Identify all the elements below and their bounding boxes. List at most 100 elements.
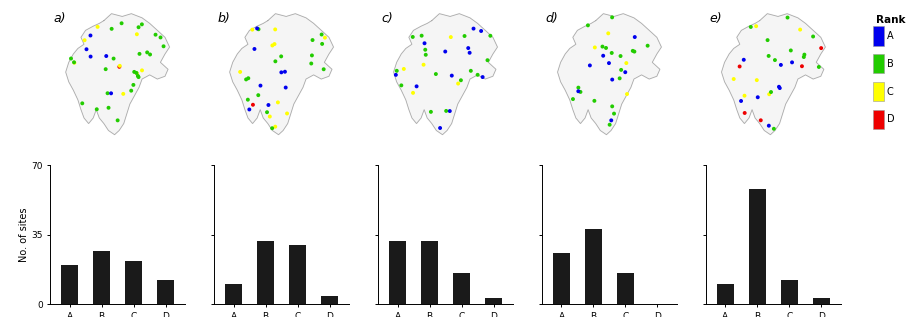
Point <box>304 61 318 66</box>
Point <box>444 35 458 40</box>
Point <box>566 97 580 102</box>
Point <box>785 60 800 65</box>
Bar <box>453 273 470 304</box>
Point <box>774 62 789 68</box>
Point <box>571 89 586 94</box>
Point <box>416 62 431 67</box>
Point <box>153 35 168 40</box>
Y-axis label: No. of sites: No. of sites <box>18 208 28 262</box>
Point <box>104 91 118 96</box>
Point <box>233 69 248 74</box>
FancyBboxPatch shape <box>873 82 884 101</box>
Point <box>749 24 764 29</box>
Point <box>762 92 777 97</box>
Point <box>315 32 329 37</box>
Point <box>390 68 404 73</box>
Point <box>620 92 635 97</box>
Point <box>797 52 812 57</box>
Point <box>737 110 752 115</box>
Bar <box>93 251 110 304</box>
Bar <box>289 245 306 304</box>
Point <box>83 54 98 59</box>
Point <box>761 123 776 128</box>
Point <box>279 85 293 90</box>
Point <box>602 61 616 66</box>
Point <box>793 27 808 32</box>
Point <box>316 67 331 72</box>
Point <box>734 99 748 104</box>
Point <box>761 53 776 58</box>
Point <box>99 54 114 59</box>
Bar <box>617 273 635 304</box>
Point <box>414 33 429 38</box>
Point <box>75 101 90 106</box>
Point <box>130 74 145 79</box>
Point <box>389 72 403 77</box>
Point <box>573 89 588 94</box>
Point <box>625 48 640 53</box>
Point <box>268 59 282 64</box>
Point <box>451 81 466 86</box>
FancyBboxPatch shape <box>873 54 884 74</box>
Point <box>595 44 610 49</box>
Point <box>405 35 420 40</box>
Bar <box>748 189 767 304</box>
Point <box>596 53 611 58</box>
Text: D: D <box>887 114 894 124</box>
Point <box>605 104 620 109</box>
Point <box>149 32 163 37</box>
Point <box>627 35 642 40</box>
Point <box>238 77 253 82</box>
Point <box>580 23 595 28</box>
Point <box>470 72 485 77</box>
Polygon shape <box>558 14 661 135</box>
Point <box>132 51 147 56</box>
Point <box>100 91 115 96</box>
Bar <box>780 281 798 304</box>
Point <box>115 21 129 26</box>
Point <box>265 43 280 48</box>
Point <box>613 67 628 72</box>
Point <box>582 63 597 68</box>
Point <box>744 24 758 29</box>
Polygon shape <box>393 14 497 135</box>
Point <box>812 64 826 69</box>
Point <box>483 33 498 38</box>
Bar <box>421 241 438 304</box>
Point <box>613 54 628 59</box>
Point <box>274 54 289 59</box>
Point <box>433 126 447 131</box>
Point <box>445 73 459 78</box>
Point <box>771 84 786 89</box>
Bar <box>225 284 242 304</box>
Bar <box>61 265 79 304</box>
Bar <box>257 241 274 304</box>
Bar <box>321 296 338 304</box>
Point <box>271 100 285 105</box>
Point <box>251 27 266 32</box>
Point <box>131 25 146 30</box>
Point <box>475 74 490 80</box>
Point <box>571 85 586 90</box>
Point <box>736 57 751 62</box>
Point <box>304 53 319 58</box>
Point <box>607 111 622 116</box>
Point <box>640 43 655 48</box>
Text: Rank: Rank <box>876 15 905 25</box>
Point <box>619 61 634 66</box>
Point <box>726 76 741 81</box>
Point <box>737 93 752 98</box>
Point <box>438 49 453 54</box>
Point <box>474 29 489 34</box>
Point <box>246 102 260 107</box>
Point <box>750 95 765 100</box>
Text: A: A <box>887 31 893 41</box>
Point <box>129 71 144 76</box>
Point <box>764 89 779 94</box>
Point <box>466 26 481 31</box>
Point <box>601 31 615 36</box>
Bar <box>485 298 503 304</box>
Point <box>251 93 266 98</box>
Bar <box>585 229 602 304</box>
Point <box>461 46 476 51</box>
